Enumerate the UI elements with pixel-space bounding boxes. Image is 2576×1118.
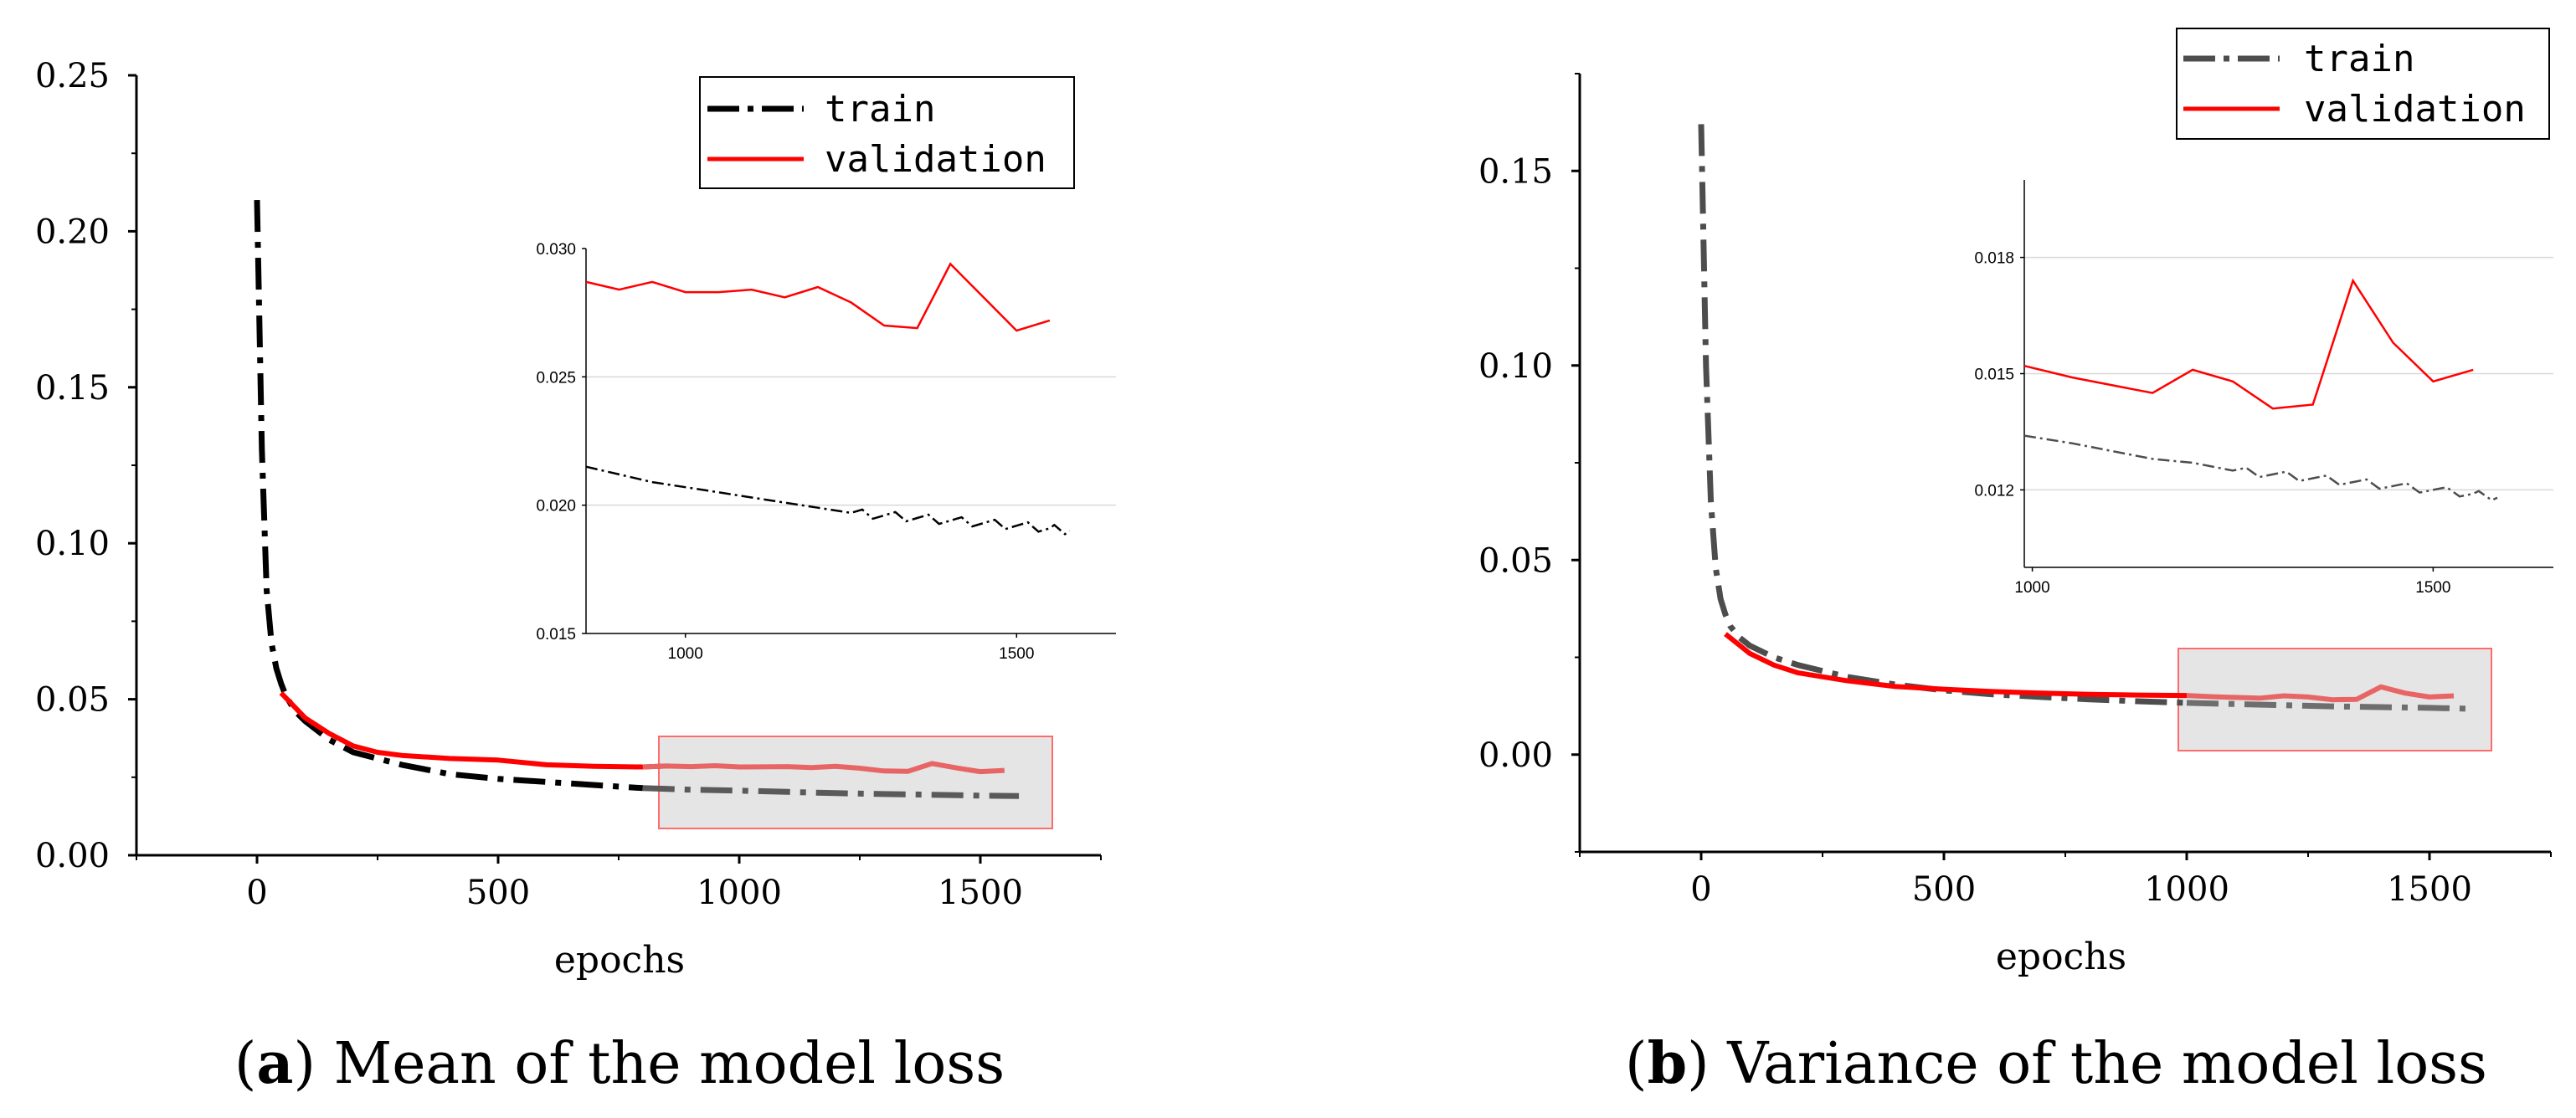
inset-validation-line — [2023, 278, 2474, 410]
x-tick-label: 500 — [466, 874, 530, 912]
inset-x-tick-label: 1000 — [668, 645, 703, 663]
x-tick-label: 500 — [1912, 870, 1976, 909]
y-tick-label: 0.05 — [35, 681, 110, 720]
legend-validation-label: validation — [2304, 88, 2526, 131]
legend-train-label: train — [2304, 38, 2414, 80]
train-line-highlighted — [2186, 700, 2469, 712]
validation-line — [1724, 632, 2188, 699]
legend: train validation — [2176, 28, 2550, 140]
x-axis-label: epochs — [1996, 936, 2126, 978]
inset-y-tick-label: 0.030 — [536, 241, 576, 259]
legend-train-label: train — [825, 88, 935, 131]
x-tick-label: 1000 — [697, 874, 782, 912]
validation-line-highlighted — [642, 761, 1005, 775]
inset-train-line — [585, 465, 1071, 536]
x-tick-label: 0 — [246, 874, 267, 912]
y-tick-label: 0.05 — [1478, 541, 1553, 580]
inset-x-tick-label: 1000 — [2014, 579, 2049, 597]
legend-box — [2176, 28, 2550, 140]
y-tick-label: 0.10 — [1478, 347, 1553, 386]
panel-a-mean-loss: 0 500 1000 1500 0.00 0.05 0.10 0.15 0.20 0.25 100… — [35, 57, 1116, 1097]
panel-b-variance-loss: 0 500 1000 1500 0.00 0.05 0.10 0.15 1000 1500 0.0… — [1478, 28, 2553, 1097]
inset-y-tick-label: 0.015 — [1974, 367, 2014, 384]
y-tick-label: 0.25 — [35, 57, 110, 95]
y-tick-label: 0.10 — [35, 525, 110, 563]
inset-background — [586, 249, 1116, 633]
train-line-highlighted — [642, 785, 1020, 799]
inset-y-tick-label: 0.018 — [1974, 250, 2014, 268]
inset-plot: 1000 1500 0.015 0.020 0.025 0.030 — [536, 241, 1116, 663]
caption-text: Mean of the model loss — [334, 1031, 1005, 1097]
inset-y-tick-label: 0.012 — [1974, 482, 2014, 500]
caption: (b) Variance of the model loss — [1625, 1030, 2487, 1097]
x-tick-label: 1500 — [2387, 870, 2472, 909]
x-axis-label: epochs — [554, 939, 685, 982]
caption-text: Variance of the model loss — [1726, 1031, 2487, 1097]
legend-box — [699, 76, 1075, 189]
inset-x-tick-label: 1500 — [2415, 579, 2450, 597]
inset-plot: 1000 1500 0.012 0.015 0.018 — [1974, 180, 2553, 597]
y-tick-label: 0.15 — [35, 369, 110, 408]
validation-line-highlighted — [2186, 684, 2455, 703]
zoom-highlight-box — [658, 736, 1053, 829]
legend: train validation — [699, 76, 1075, 189]
caption-letter: a — [256, 1030, 293, 1097]
x-tick-label: 1000 — [2144, 870, 2229, 909]
inset-validation-line — [585, 262, 1051, 332]
x-tick-label: 0 — [1690, 870, 1711, 909]
y-tick-label: 0.00 — [1478, 736, 1553, 775]
validation-line — [279, 691, 667, 770]
inset-y-tick-label: 0.020 — [536, 498, 576, 515]
train-line — [254, 200, 644, 792]
y-tick-label: 0.15 — [1478, 152, 1553, 191]
y-tick-label: 0.00 — [35, 837, 110, 875]
caption: (a) Mean of the model loss — [234, 1030, 1005, 1097]
y-tick-label: 0.20 — [35, 213, 110, 251]
train-line — [1698, 124, 2188, 706]
inset-y-tick-label: 0.025 — [536, 369, 576, 387]
inset-x-tick-label: 1500 — [999, 645, 1034, 663]
legend-validation-label: validation — [825, 138, 1046, 181]
x-tick-label: 1500 — [938, 874, 1023, 912]
inset-train-line — [2023, 434, 2498, 502]
inset-y-tick-label: 0.015 — [536, 626, 576, 644]
caption-letter: b — [1648, 1030, 1688, 1097]
